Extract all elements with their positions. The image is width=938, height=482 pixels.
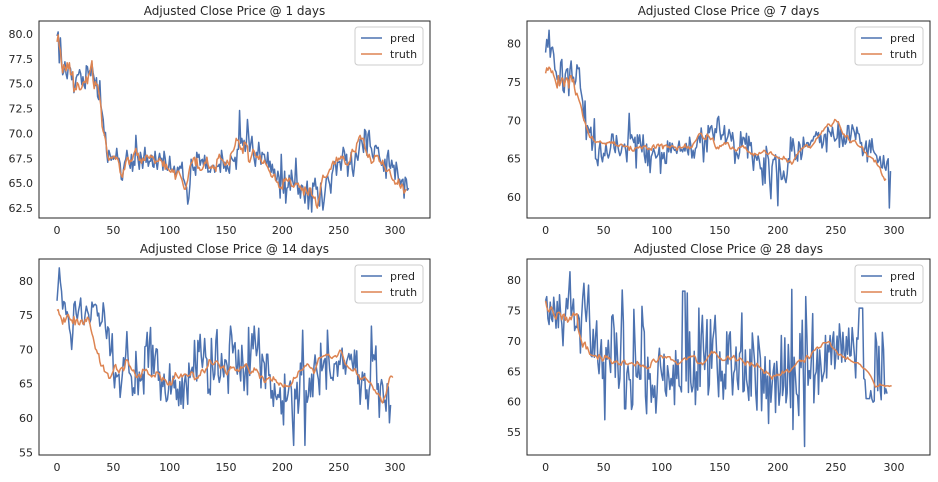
x-tick-label: 100	[159, 461, 180, 474]
axes-frame	[38, 258, 431, 456]
chart-panel: Adjusted Close Price @ 7 days 0 50 100 150 20…	[507, 4, 931, 237]
axes-frame	[526, 20, 931, 219]
axes-frame	[38, 20, 431, 219]
legend-label-truth: truth	[390, 48, 417, 61]
x-tick-label: 200	[272, 224, 293, 237]
x-tick-label: 0	[54, 224, 61, 237]
x-tick-label: 250	[825, 224, 846, 237]
series-line-pred	[544, 270, 888, 448]
x-tick-label: 150	[216, 461, 237, 474]
y-tick-label: 75	[507, 76, 521, 89]
series-line-truth	[56, 34, 407, 209]
x-tick-label: 300	[385, 461, 406, 474]
x-tick-label: 250	[825, 461, 846, 474]
chart-title: Adjusted Close Price @ 1 days	[144, 4, 326, 18]
legend: pred truth	[354, 26, 424, 66]
legend: pred truth	[854, 264, 924, 304]
legend-box	[354, 26, 424, 66]
y-tick-label: 70.0	[9, 127, 34, 140]
x-tick-label: 200	[767, 224, 788, 237]
series-line-pred	[544, 29, 892, 209]
chart-panel: Adjusted Close Price @ 14 days 0 50 100 150 2…	[19, 242, 431, 474]
chart-panel: Adjusted Close Price @ 28 days 0 50 100 150 2…	[507, 242, 931, 474]
chart-title: Adjusted Close Price @ 7 days	[638, 4, 820, 18]
x-tick-label: 100	[159, 224, 180, 237]
legend-label-truth: truth	[890, 48, 917, 61]
y-tick-label: 75.0	[9, 78, 34, 91]
y-tick-label: 80	[19, 275, 33, 288]
series-line-truth	[544, 66, 887, 182]
legend: pred truth	[354, 264, 424, 304]
legend-box	[354, 264, 424, 304]
y-tick-label: 65	[19, 378, 33, 391]
x-tick-label: 100	[651, 461, 672, 474]
series-line-truth	[56, 308, 394, 404]
x-tick-label: 200	[767, 461, 788, 474]
y-tick-label: 70	[507, 335, 521, 348]
y-tick-label: 70	[507, 114, 521, 127]
x-tick-label: 50	[106, 461, 120, 474]
y-tick-label: 70	[19, 343, 33, 356]
x-tick-label: 300	[883, 461, 904, 474]
legend-label-pred: pred	[390, 32, 415, 45]
y-tick-label: 77.5	[9, 53, 34, 66]
x-tick-label: 0	[54, 461, 61, 474]
chart-panel: Adjusted Close Price @ 1 days 0 50 100 150 20…	[9, 4, 431, 237]
x-tick-label: 150	[709, 461, 730, 474]
x-tick-label: 100	[651, 224, 672, 237]
chart-title: Adjusted Close Price @ 28 days	[634, 242, 823, 256]
y-tick-label: 65.0	[9, 177, 34, 190]
chart-title: Adjusted Close Price @ 14 days	[140, 242, 329, 256]
y-tick-label: 80.0	[9, 28, 34, 41]
legend-box	[854, 264, 924, 304]
x-tick-label: 0	[542, 461, 549, 474]
legend-label-truth: truth	[390, 286, 417, 299]
x-tick-label: 250	[328, 461, 349, 474]
legend-box	[854, 26, 924, 66]
legend-label-pred: pred	[890, 32, 915, 45]
y-tick-label: 80	[507, 37, 521, 50]
y-tick-label: 55	[19, 446, 33, 459]
legend-label-pred: pred	[390, 270, 415, 283]
y-tick-label: 72.5	[9, 103, 34, 116]
y-tick-label: 62.5	[9, 202, 34, 215]
y-tick-label: 60	[19, 412, 33, 425]
x-tick-label: 50	[106, 224, 120, 237]
axes-frame	[526, 258, 931, 456]
legend: pred truth	[854, 26, 924, 66]
y-tick-label: 67.5	[9, 152, 34, 165]
y-tick-label: 60	[507, 191, 521, 204]
y-tick-label: 60	[507, 396, 521, 409]
x-tick-label: 50	[597, 461, 611, 474]
x-tick-label: 50	[597, 224, 611, 237]
x-tick-label: 0	[542, 224, 549, 237]
y-tick-label: 55	[507, 426, 521, 439]
y-tick-label: 65	[507, 153, 521, 166]
y-tick-label: 75	[19, 309, 33, 322]
x-tick-label: 250	[328, 224, 349, 237]
y-tick-label: 80	[507, 274, 521, 287]
y-tick-label: 75	[507, 305, 521, 318]
x-tick-label: 200	[272, 461, 293, 474]
x-tick-label: 300	[883, 224, 904, 237]
legend-label-pred: pred	[890, 270, 915, 283]
legend-label-truth: truth	[890, 286, 917, 299]
series-line-pred	[56, 267, 392, 447]
y-tick-label: 65	[507, 365, 521, 378]
series-line-truth	[544, 300, 892, 388]
x-tick-label: 150	[709, 224, 730, 237]
x-tick-label: 300	[385, 224, 406, 237]
x-tick-label: 150	[216, 224, 237, 237]
